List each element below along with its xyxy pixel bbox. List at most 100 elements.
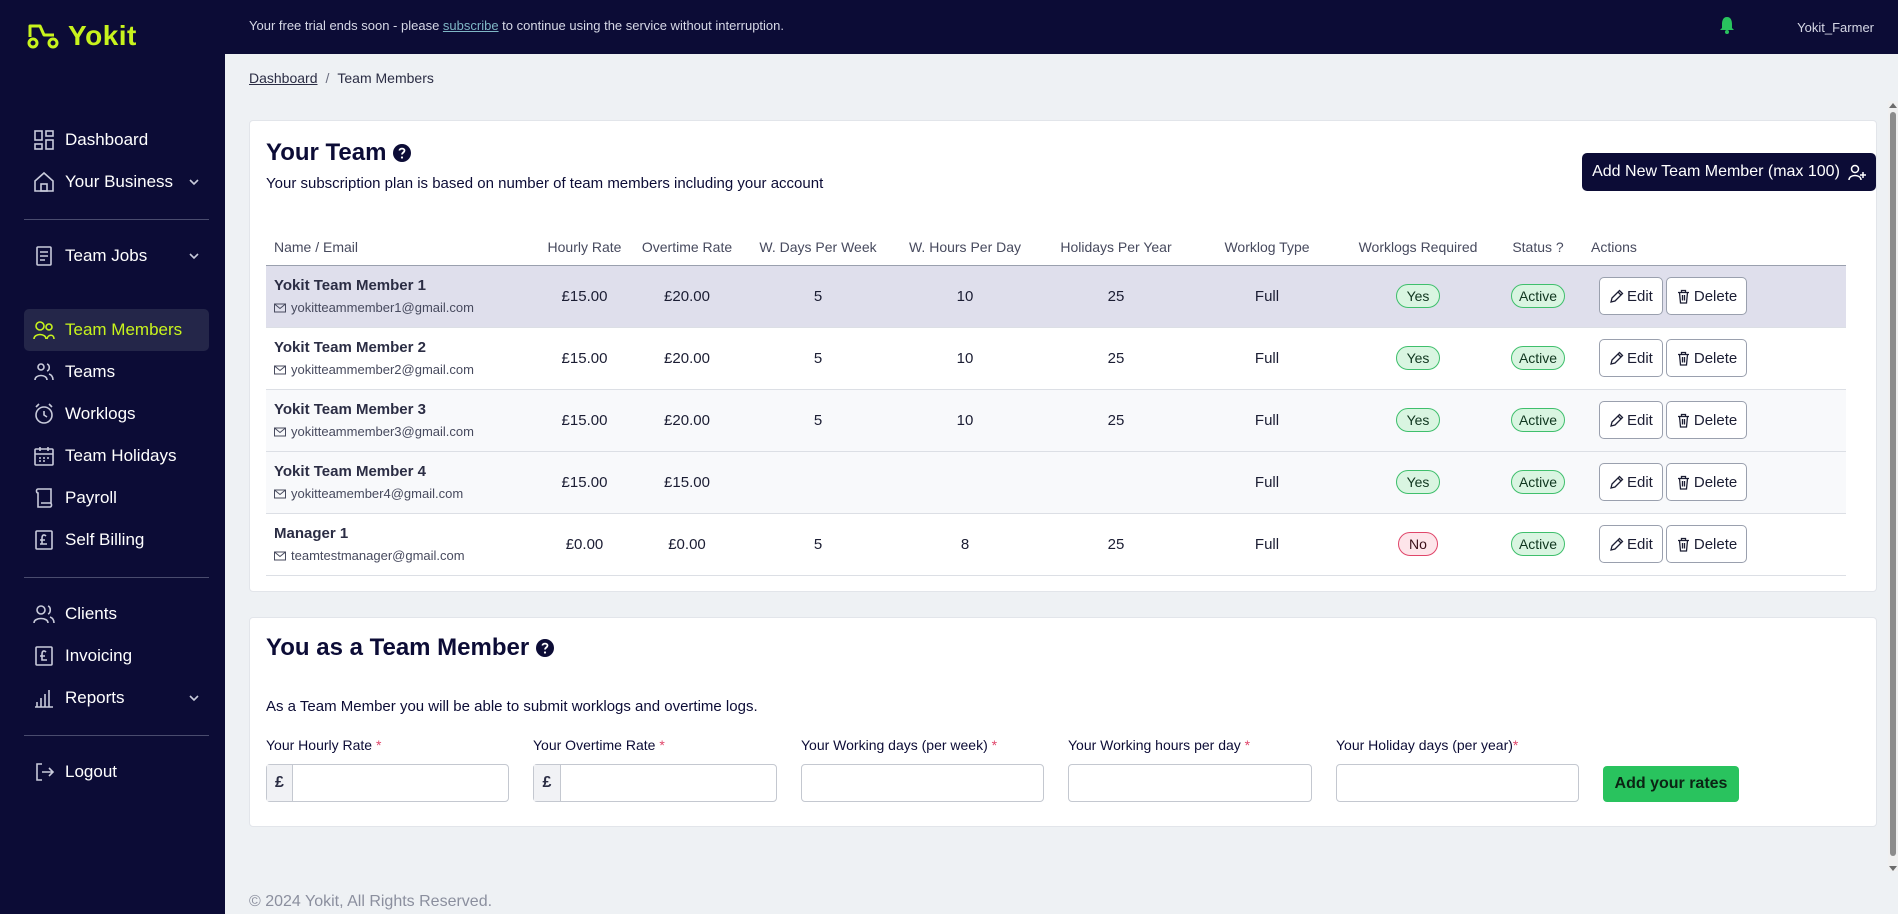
sidebar-item-label: Logout [65, 762, 117, 781]
divider [24, 735, 209, 736]
worklogs-required-cell: No [1343, 513, 1493, 576]
trial-notice: Your free trial ends soon - please subsc… [249, 18, 785, 33]
edit-button[interactable]: Edit [1599, 525, 1663, 563]
table-row: Manager 1 teamtestmanager@gmail.com £0.00 £… [266, 513, 1846, 576]
status-badge: Active [1510, 408, 1566, 432]
help-icon[interactable] [392, 143, 412, 163]
hours-per-day-cell: 10 [889, 265, 1041, 328]
column-header[interactable]: Worklog Type [1191, 229, 1343, 266]
actions-cell: Edit Delete [1583, 451, 1846, 514]
sidebar-item-team-holidays[interactable]: Team Holidays [24, 435, 209, 477]
sidebar-item-reports[interactable]: Reports [24, 677, 209, 719]
subscribe-link[interactable]: subscribe [442, 18, 499, 33]
column-header[interactable]: Status ? [1493, 229, 1583, 266]
delete-button[interactable]: Delete [1665, 525, 1748, 563]
mail-icon [274, 489, 286, 498]
status-cell: Active [1493, 327, 1583, 390]
column-header[interactable]: Overtime Rate [627, 229, 747, 266]
edit-button[interactable]: Edit [1599, 339, 1663, 377]
status-cell: Active [1493, 265, 1583, 328]
status-cell: Active [1493, 513, 1583, 576]
sidebar-item-label: Team Holidays [65, 446, 177, 465]
column-header[interactable]: W. Days Per Week [747, 229, 889, 266]
mail-icon [274, 303, 286, 312]
sidebar-item-label: Self Billing [65, 530, 145, 549]
divider [24, 219, 209, 220]
logo[interactable]: Yokit [26, 20, 137, 52]
hourly-rate-input[interactable] [293, 765, 508, 801]
working-days-input[interactable] [802, 765, 1043, 801]
delete-button[interactable]: Delete [1665, 401, 1748, 439]
pencil-icon [1610, 475, 1624, 489]
worklogs-required-badge: Yes [1395, 408, 1441, 432]
sidebar-item-label: Team Jobs [65, 246, 148, 265]
mail-icon [274, 427, 286, 436]
worklog-type-cell: Full [1191, 389, 1343, 452]
sidebar-item-dashboard[interactable]: Dashboard [24, 119, 209, 161]
user-menu[interactable]: Yokit_Farmer [1797, 20, 1874, 35]
hours-per-day-cell: 8 [889, 513, 1041, 576]
overtime-rate-cell: £20.00 [627, 265, 747, 328]
sidebar-item-invoicing[interactable]: Invoicing [24, 635, 209, 677]
status-badge: Active [1510, 284, 1566, 308]
actions-cell: Edit Delete [1583, 265, 1846, 328]
column-header[interactable]: Name / Email [266, 229, 542, 266]
clock-icon [35, 403, 53, 424]
breadcrumb-dashboard-link[interactable]: Dashboard [249, 70, 318, 86]
chevron-down-icon [189, 695, 199, 702]
column-header[interactable]: Hourly Rate [542, 229, 627, 266]
member-email: yokitteammember1@gmail.com [274, 300, 542, 315]
trash-icon [1677, 537, 1689, 552]
holiday-days-input[interactable] [1337, 765, 1578, 801]
divider [24, 577, 209, 578]
holidays-per-year-cell: 25 [1041, 265, 1191, 328]
chevron-down-icon [189, 179, 199, 186]
column-header[interactable]: Worklogs Required [1343, 229, 1493, 266]
member-cell: Yokit Team Member 4 yokitteamember4@gmail… [266, 451, 542, 514]
column-header[interactable]: W. Hours Per Day [889, 229, 1041, 266]
sidebar-item-payroll[interactable]: Payroll [24, 477, 209, 519]
overtime-rate-cell: £15.00 [627, 451, 747, 514]
sidebar-item-worklogs[interactable]: Worklogs [24, 393, 209, 435]
hourly-rate-cell: £15.00 [542, 265, 627, 328]
worklogs-required-cell: Yes [1343, 327, 1493, 390]
sidebar-item-logout[interactable]: Logout [24, 751, 209, 793]
pencil-icon [1610, 289, 1624, 303]
help-icon[interactable] [535, 638, 555, 658]
scroll-up-arrow[interactable] [1889, 103, 1897, 108]
trash-icon [1677, 475, 1689, 490]
sidebar-item-clients[interactable]: Clients [24, 593, 209, 635]
your-team-card: Your Team Your subscription plan is base… [249, 120, 1877, 592]
working-hours-field [1068, 764, 1312, 802]
overtime-rate-cell: £20.00 [627, 389, 747, 452]
edit-button[interactable]: Edit [1599, 401, 1663, 439]
scroll-down-arrow[interactable] [1889, 866, 1897, 871]
working-hours-input[interactable] [1069, 765, 1311, 801]
edit-button[interactable]: Edit [1599, 277, 1663, 315]
edit-button[interactable]: Edit [1599, 463, 1663, 501]
overtime-rate-input[interactable] [561, 765, 776, 801]
add-team-member-button[interactable]: Add New Team Member (max 100) [1582, 153, 1876, 191]
sidebar-item-your-business[interactable]: Your Business [24, 161, 209, 203]
sidebar-item-self-billing[interactable]: Self Billing [24, 519, 209, 561]
chart-icon [35, 690, 53, 708]
delete-button[interactable]: Delete [1665, 463, 1748, 501]
table-row: Yokit Team Member 2 yokitteammember2@gmai… [266, 327, 1846, 390]
add-rates-button[interactable]: Add your rates [1603, 766, 1739, 802]
scroll-thumb[interactable] [1890, 112, 1896, 856]
dashboard-icon [34, 130, 54, 150]
hourly-rate-cell: £15.00 [542, 451, 627, 514]
bell-icon[interactable] [1719, 16, 1735, 34]
self-intro: As a Team Member you will be able to sub… [266, 698, 758, 715]
days-per-week-cell [747, 451, 889, 514]
delete-button[interactable]: Delete [1665, 339, 1748, 377]
sidebar-item-team-jobs[interactable]: Team Jobs [24, 235, 209, 277]
delete-button[interactable]: Delete [1665, 277, 1748, 315]
currency-prefix: £ [267, 765, 293, 801]
sidebar-item-team-members[interactable]: Team Members [24, 309, 209, 351]
working-days-field [801, 764, 1044, 802]
column-header[interactable]: Holidays Per Year [1041, 229, 1191, 266]
sidebar-item-teams[interactable]: Teams [24, 351, 209, 393]
status-badge: Active [1510, 346, 1566, 370]
worklogs-required-badge: No [1398, 532, 1438, 556]
